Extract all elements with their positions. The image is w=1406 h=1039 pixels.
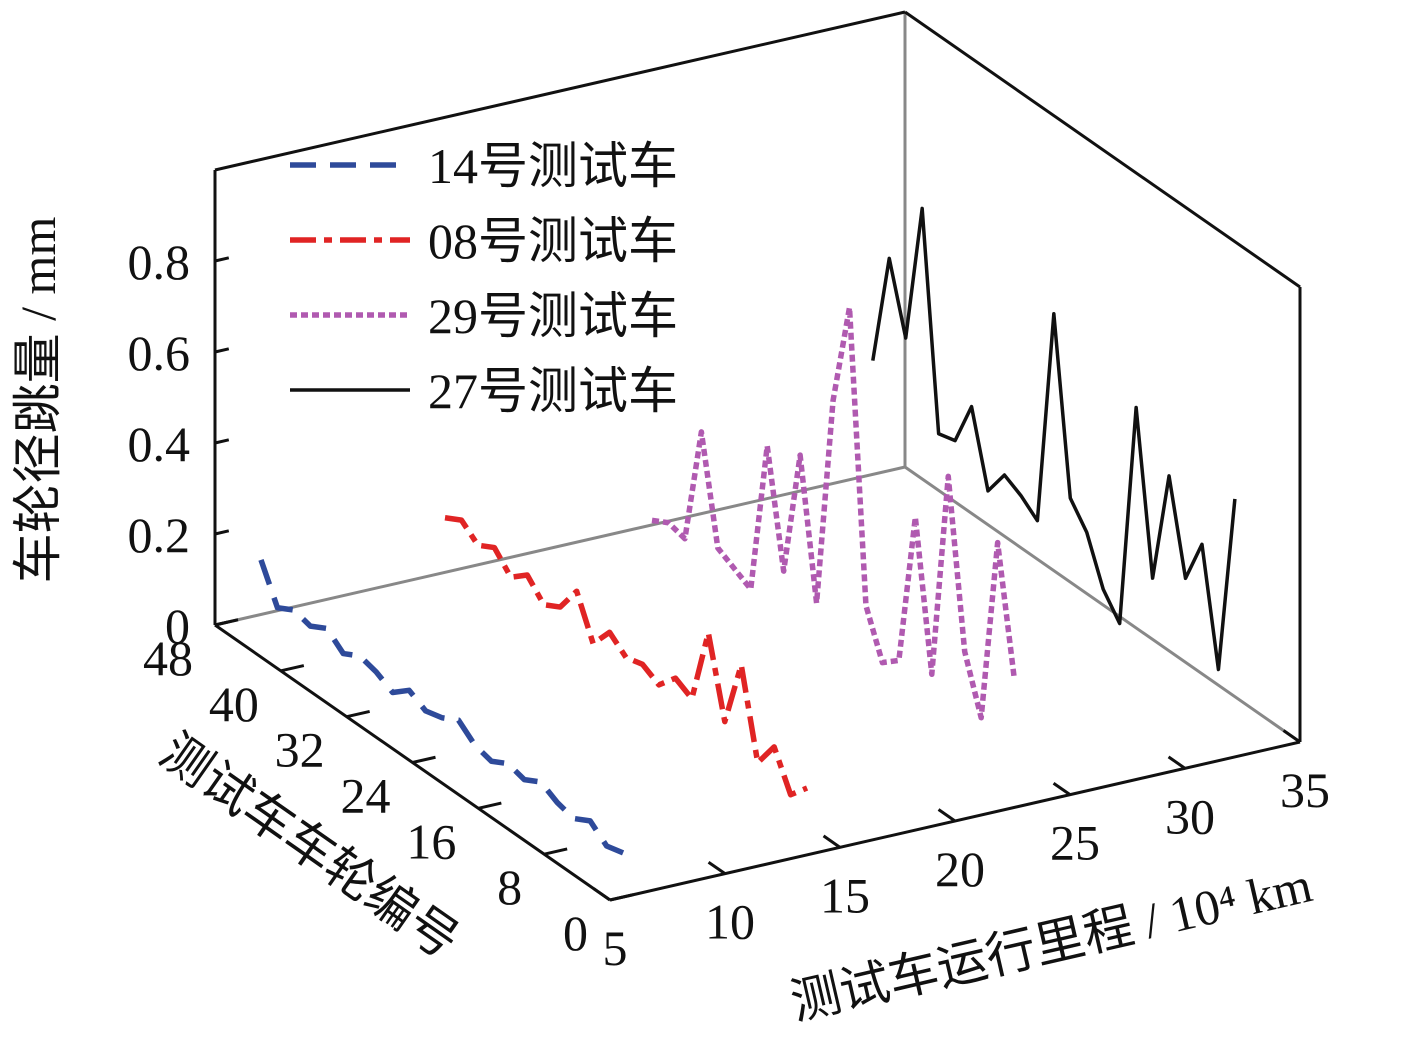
y-tick [609, 893, 634, 902]
z-tick-label: 0.4 [128, 416, 191, 472]
y-tick [477, 801, 502, 810]
y-tick-label: 24 [341, 768, 391, 824]
legend-label: 14号测试车 [428, 138, 678, 194]
z-tick [214, 438, 230, 445]
y-tick-label: 32 [275, 722, 325, 778]
y-tick-label: 0 [563, 905, 588, 961]
x-tick [937, 808, 956, 823]
x-tick [1052, 781, 1071, 796]
x-tick [1167, 755, 1186, 770]
x-tick [592, 887, 611, 902]
y-tick [280, 664, 305, 673]
x-tick-label: 30 [1165, 788, 1215, 844]
z-tick [214, 256, 230, 263]
box-edge [214, 10, 906, 172]
x-tick [1282, 729, 1301, 744]
z-tick-label: 0.8 [128, 234, 191, 290]
x-tick [822, 834, 841, 849]
y-tick-label: 48 [143, 630, 193, 686]
box-edge [214, 465, 906, 627]
x-tick [707, 860, 726, 875]
x-tick-label: 15 [820, 867, 870, 923]
z-tick [214, 347, 230, 354]
legend-label: 29号测试车 [428, 288, 678, 344]
x-tick-label: 25 [1050, 815, 1100, 871]
legend-label: 27号测试车 [428, 363, 678, 419]
z-axis-label: 车轮径跳量 / mm [10, 217, 66, 584]
y-tick-label: 16 [406, 813, 456, 869]
series-line [871, 206, 1237, 672]
z-tick [214, 529, 230, 536]
y-tick-label: 40 [209, 676, 259, 732]
x-tick-label: 10 [705, 894, 755, 950]
z-tick-label: 0 [165, 598, 190, 654]
series-line [258, 558, 625, 856]
z-tick [214, 620, 230, 627]
x-tick-label: 35 [1280, 762, 1330, 818]
y-tick [412, 755, 436, 764]
y-tick [543, 847, 568, 856]
z-tick-label: 0.2 [128, 507, 191, 563]
box-edge [904, 465, 1301, 744]
series-line [651, 304, 1017, 721]
y-tick-label: 8 [497, 859, 522, 915]
legend-label: 08号测试车 [428, 213, 678, 269]
x-tick-label: 20 [935, 841, 985, 897]
z-tick-label: 0.6 [128, 325, 191, 381]
x-tick-label: 5 [603, 920, 628, 976]
y-tick [346, 709, 371, 719]
series-line [444, 515, 809, 798]
box-edge [904, 10, 1301, 289]
